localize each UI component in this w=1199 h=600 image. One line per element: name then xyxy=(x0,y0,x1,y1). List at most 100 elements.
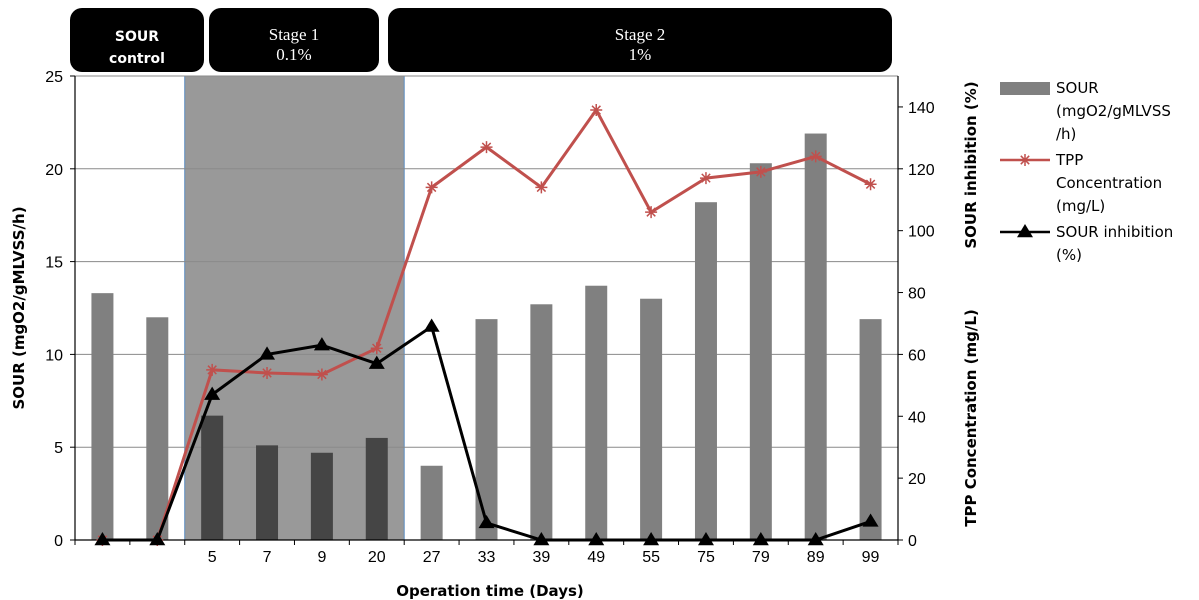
tick-label-right-0: 0 xyxy=(908,533,917,550)
marker-tpp-2 xyxy=(206,363,219,376)
bar-sour-5 xyxy=(365,437,388,540)
marker-tpp-3 xyxy=(261,366,274,379)
stage-label-1-0: Stage 1 xyxy=(269,25,320,44)
marker-inhibition-12 xyxy=(752,532,769,546)
marker-inhibition-2 xyxy=(204,386,221,400)
bar-sour-9 xyxy=(585,285,608,540)
legend-label-0-2: /h) xyxy=(1056,125,1076,143)
stage-label-0-0: SOUR xyxy=(115,29,159,45)
legend-marker-tpp xyxy=(1019,154,1031,166)
marker-tpp-9 xyxy=(590,104,603,117)
marker-tpp-13 xyxy=(809,150,822,163)
tick-label-right-80: 80 xyxy=(908,286,926,303)
marker-inhibition-3 xyxy=(259,346,276,360)
marker-tpp-7 xyxy=(480,141,493,154)
bar-sour-12 xyxy=(749,163,772,540)
tick-label-left-10: 10 xyxy=(45,347,63,364)
tick-label-x-7: 33 xyxy=(478,549,496,566)
tick-label-x-14: 99 xyxy=(862,549,880,566)
marker-inhibition-7 xyxy=(478,514,495,529)
marker-inhibition-13 xyxy=(807,532,824,546)
marker-tpp-4 xyxy=(315,368,328,381)
series-inhibition xyxy=(94,318,879,546)
tick-label-right-40: 40 xyxy=(908,409,926,426)
tick-label-x-9: 49 xyxy=(587,549,605,566)
marker-inhibition-4 xyxy=(313,337,330,351)
marker-inhibition-14 xyxy=(862,513,879,527)
tick-label-right-100: 100 xyxy=(908,224,935,241)
marker-tpp-10 xyxy=(645,206,658,219)
series-lines xyxy=(94,104,879,546)
legend-label-1-1: Concentration xyxy=(1056,174,1162,192)
marker-inhibition-6 xyxy=(423,318,440,332)
legend-label-2-0: SOUR inhibition xyxy=(1056,223,1173,241)
y-axis-right-title-inhibition: SOUR inhibition (%) xyxy=(962,81,980,248)
legend: SOUR (mgO2/gMLVSS/h) TPP Concentration (mg/L… xyxy=(1000,79,1173,264)
bar-sour-8 xyxy=(530,304,553,540)
bar-sour-2 xyxy=(201,415,224,540)
legend-label-1-2: (mg/L) xyxy=(1056,197,1105,215)
legend-swatch-sour xyxy=(1000,82,1050,95)
bar-sour-4 xyxy=(310,452,333,540)
y-axis-right-title-tpp: TPP Concentration (mg/L) xyxy=(962,309,980,527)
bar-sour-0 xyxy=(91,293,114,540)
tick-label-x-10: 55 xyxy=(642,549,660,566)
tick-label-left-20: 20 xyxy=(45,162,63,179)
legend-label-2-1: (%) xyxy=(1056,246,1082,264)
stage-label-2-0: Stage 2 xyxy=(615,25,666,44)
tick-label-x-12: 79 xyxy=(752,549,770,566)
stage-banner-0 xyxy=(70,8,204,72)
tick-label-x-3: 7 xyxy=(263,549,272,566)
marker-inhibition-10 xyxy=(643,532,660,546)
tick-label-right-120: 120 xyxy=(908,162,935,179)
marker-inhibition-9 xyxy=(588,532,605,546)
marker-inhibition-8 xyxy=(533,532,550,546)
marker-inhibition-1 xyxy=(149,532,166,546)
stage-banner-2 xyxy=(388,8,892,72)
tick-label-x-2: 5 xyxy=(208,549,217,566)
tick-label-x-13: 89 xyxy=(807,549,825,566)
bar-sour-11 xyxy=(694,202,717,540)
stage-banners: SOUR control Stage 10.1% Stage 21% xyxy=(70,8,892,72)
bar-sour-3 xyxy=(256,445,279,540)
tick-label-x-8: 39 xyxy=(532,549,550,566)
sour-bars xyxy=(91,133,882,540)
y-axis-left-title: SOUR (mgO2/gMLVSS/h) xyxy=(10,206,28,409)
legend-label-0-1: (mgO2/gMLVSS xyxy=(1056,102,1171,120)
tick-label-left-5: 5 xyxy=(54,440,63,457)
bar-sour-13 xyxy=(804,133,827,540)
marker-tpp-14 xyxy=(864,178,877,191)
legend-marker-inhibition xyxy=(1017,224,1033,238)
legend-label-0-0: SOUR xyxy=(1056,79,1099,97)
bar-sour-10 xyxy=(640,298,663,540)
x-axis-title: Operation time (Days) xyxy=(396,582,584,600)
tick-label-x-6: 27 xyxy=(423,549,441,566)
marker-tpp-11 xyxy=(699,172,712,185)
stage-label-0-1: control xyxy=(109,51,165,67)
marker-inhibition-0 xyxy=(94,532,111,546)
stage-label-2-1: 1% xyxy=(629,45,652,64)
tick-label-x-5: 20 xyxy=(368,549,386,566)
tick-label-left-25: 25 xyxy=(45,69,63,86)
marker-tpp-8 xyxy=(535,181,548,194)
tick-label-left-15: 15 xyxy=(45,255,63,272)
bar-sour-7 xyxy=(475,319,498,540)
tick-label-x-4: 9 xyxy=(317,549,326,566)
marker-tpp-5 xyxy=(370,342,383,355)
marker-inhibition-11 xyxy=(697,532,714,546)
tick-label-left-0: 0 xyxy=(54,533,63,550)
legend-label-1-0: TPP xyxy=(1055,151,1083,169)
stage-banner-1 xyxy=(209,8,379,72)
bar-sour-6 xyxy=(420,465,443,540)
stage-label-1-1: 0.1% xyxy=(276,45,311,64)
bar-sour-14 xyxy=(859,319,882,540)
tick-label-x-11: 75 xyxy=(697,549,715,566)
tick-label-right-60: 60 xyxy=(908,347,926,364)
marker-tpp-12 xyxy=(754,165,767,178)
bar-sour-1 xyxy=(146,317,169,540)
marker-tpp-6 xyxy=(425,181,438,194)
marker-inhibition-5 xyxy=(368,355,385,369)
tick-label-right-20: 20 xyxy=(908,471,926,488)
